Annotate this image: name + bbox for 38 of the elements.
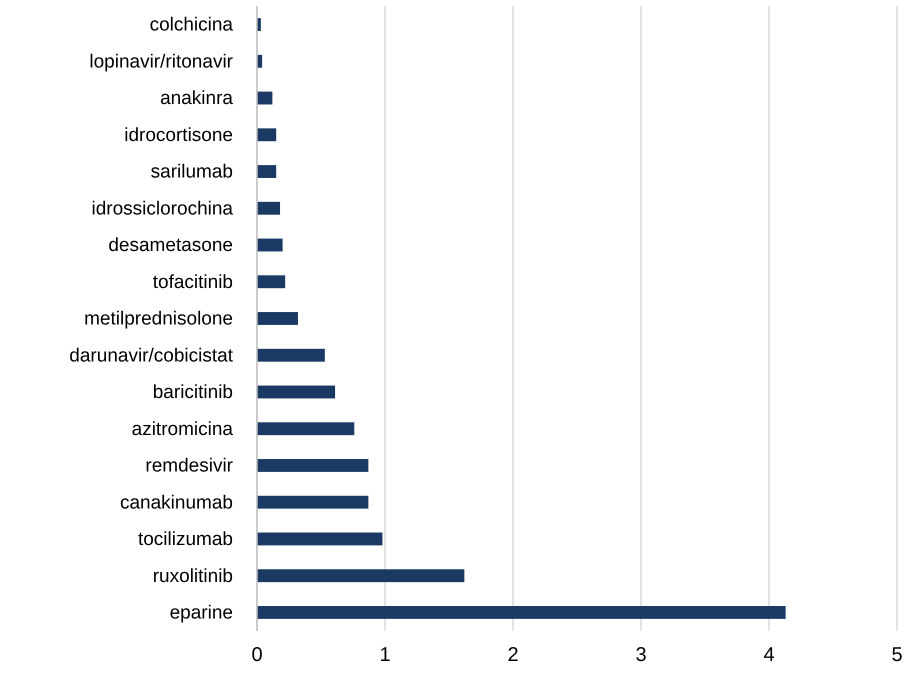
- x-tick-label: 3: [635, 644, 647, 666]
- y-tick-label: canakinumab: [120, 492, 233, 514]
- y-tick-label: anakinra: [160, 88, 234, 110]
- bar: [257, 386, 336, 398]
- bar: [257, 569, 464, 582]
- x-tick-label: 4: [763, 644, 775, 666]
- bar: [257, 496, 368, 509]
- bar: [257, 606, 786, 619]
- bar: [257, 92, 272, 104]
- bar: [257, 532, 382, 546]
- bar: [257, 238, 283, 252]
- x-tick-label: 5: [891, 644, 903, 666]
- y-tick-label: baricitinib: [152, 382, 233, 404]
- y-tick-label: tofacitinib: [152, 272, 233, 293]
- y-tick-label: idrossiclorochina: [91, 198, 234, 220]
- bar: [257, 275, 286, 288]
- x-tick-label: 0: [251, 644, 263, 666]
- x-tick-label: 2: [507, 644, 519, 666]
- y-tick-label: eparine: [170, 602, 233, 624]
- y-tick-label: idrocortisone: [124, 124, 233, 146]
- bar: [257, 165, 276, 178]
- bar: [257, 202, 280, 215]
- x-tick-label: 1: [379, 644, 391, 666]
- y-tick-label: ruxolitinib: [152, 566, 233, 587]
- y-tick-label: desametasone: [108, 235, 233, 256]
- y-tick-label: remdesivir: [145, 456, 234, 477]
- y-tick-label: azitromicina: [132, 418, 234, 440]
- y-tick-label: sarilumab: [150, 162, 233, 183]
- bar: [257, 348, 325, 362]
- y-tick-label: tocilizumab: [138, 529, 233, 550]
- y-tick-label: lopinavir/ritonavir: [89, 51, 234, 72]
- bar: [257, 422, 354, 436]
- bar: [257, 459, 368, 472]
- y-tick-label: darunavir/cobicistat: [69, 345, 234, 366]
- y-tick-label: colchicina: [150, 14, 234, 36]
- y-tick-label: metilprednisolone: [84, 308, 233, 330]
- bar: [257, 128, 276, 142]
- bar: [257, 312, 298, 325]
